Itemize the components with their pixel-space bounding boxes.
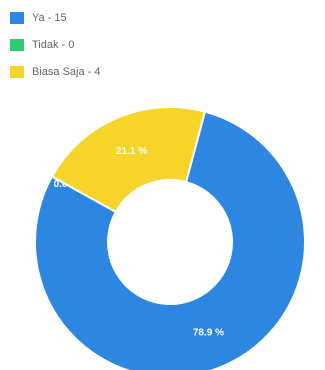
legend-swatch[interactable] — [10, 39, 24, 51]
legend-swatch[interactable] — [10, 66, 24, 78]
data-label: 21.1 % — [116, 146, 147, 157]
legend-label[interactable]: Biasa Saja - 4 — [32, 66, 100, 78]
slice[interactable] — [34, 110, 306, 370]
slice[interactable] — [50, 106, 207, 214]
legend-swatch[interactable] — [10, 12, 24, 24]
legend-label[interactable]: Ya - 15 — [32, 12, 67, 24]
data-label: 78.9 % — [193, 327, 224, 338]
legend-label[interactable]: Tidak - 0 — [32, 39, 74, 51]
